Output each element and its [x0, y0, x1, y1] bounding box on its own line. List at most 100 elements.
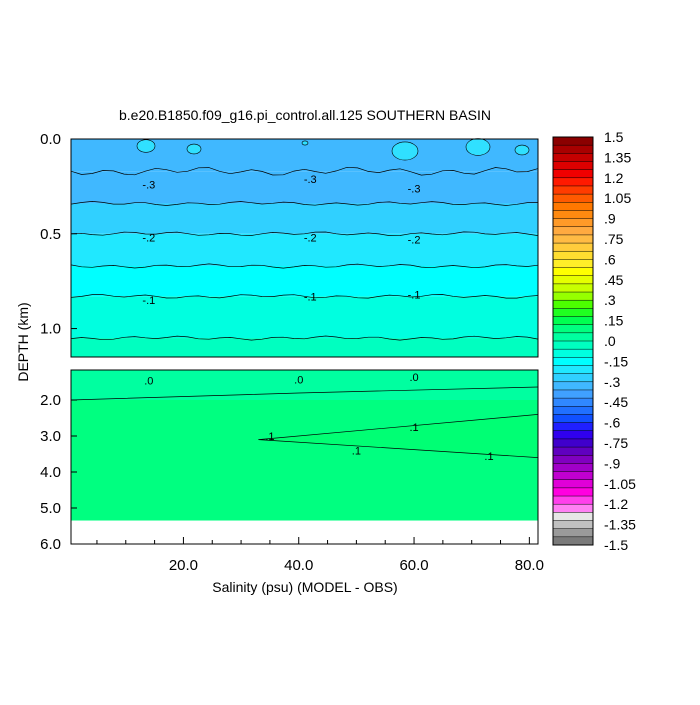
upper-band-5	[71, 296, 538, 339]
colorbar-label-12: -.3	[604, 374, 621, 390]
chart-title: b.e20.B1850.f09_g16.pi_control.all.125 S…	[119, 107, 491, 123]
colorbar-swatch-12	[553, 234, 593, 244]
colorbar-label-18: -1.2	[604, 496, 628, 512]
surface-eddy-1	[186, 143, 202, 155]
colorbar-swatch-24	[553, 332, 593, 342]
upper-contour-label-6: -.1	[142, 295, 155, 307]
colorbar-swatch-17	[553, 275, 593, 285]
upper-contour-label-0: -.3	[142, 179, 155, 191]
upper-contour-label-5: -.2	[408, 234, 421, 246]
upper-band-4	[71, 266, 538, 297]
colorbar-label-3: 1.05	[604, 190, 631, 206]
upper-contour-3	[70, 263, 539, 269]
colorbar-label-15: -.75	[604, 435, 628, 451]
colorbar-swatch-2	[553, 153, 593, 162]
colorbar-swatch-13	[553, 243, 593, 252]
colorbar-swatch-39	[553, 455, 593, 464]
colorbar-label-13: -.45	[604, 394, 628, 410]
upper-panel: -.3 -.3 -.3 -.2 -.2 -.2 -.1 -.1 -.1 0.0 0.5 1.0	[40, 131, 539, 358]
colorbar-swatch-35	[553, 422, 593, 432]
colorbar-label-10: .0	[604, 333, 616, 349]
colorbar-swatch-19	[553, 292, 593, 301]
upper-contour-label-2: -.3	[408, 183, 421, 195]
colorbar-swatch-46	[553, 512, 593, 521]
colorbar-swatch-28	[553, 365, 593, 374]
x-tick-label-1: 40.0	[284, 557, 313, 574]
colorbar-label-16: -.9	[604, 455, 621, 471]
lower-y-tick-label-1: 3.0	[40, 428, 61, 445]
colorbar-swatch-49	[553, 536, 593, 546]
upper-band-3	[71, 233, 538, 267]
colorbar-swatch-27	[553, 357, 593, 366]
colorbar-swatch-8	[553, 202, 593, 211]
colorbar-swatch-48	[553, 528, 593, 538]
colorbar-label-2: 1.2	[604, 170, 624, 186]
lower-contour-label-1: .0	[294, 375, 303, 387]
upper-y-tick-label-2: 1.0	[40, 321, 61, 338]
lower-contour-label-3: .1	[265, 431, 274, 443]
colorbar-swatch-5	[553, 177, 593, 187]
surface-eddy-0	[136, 139, 156, 153]
lower-y-tick-label-2: 4.0	[40, 464, 61, 481]
colorbar-swatch-30	[553, 381, 593, 391]
no-data-region	[71, 520, 538, 544]
colorbar-swatch-18	[553, 283, 593, 293]
colorbar-swatch-0	[553, 137, 593, 146]
upper-contour-label-3: -.2	[142, 233, 155, 245]
colorbar-label-9: .15	[604, 313, 624, 329]
colorbar-swatch-11	[553, 226, 593, 236]
upper-contour-1	[70, 201, 538, 206]
upper-contour-label-8: -.1	[408, 289, 421, 301]
colorbar-swatch-38	[553, 447, 593, 456]
zero-contour	[70, 386, 539, 401]
colorbar-swatch-41	[553, 471, 593, 481]
colorbar-swatch-36	[553, 430, 593, 440]
colorbar-label-11: -.15	[604, 353, 628, 369]
colorbar-label-6: .6	[604, 251, 616, 267]
upper-y-tick-label-0: 0.0	[40, 131, 61, 148]
surface-eddy-2	[301, 140, 309, 146]
colorbar-label-1: 1.35	[604, 149, 631, 165]
colorbar-label-14: -.6	[604, 415, 621, 431]
colorbar-label-5: .75	[604, 231, 624, 247]
colorbar-swatch-10	[553, 218, 593, 228]
lower-panel-frame	[70, 369, 539, 545]
colorbar-swatch-26	[553, 349, 593, 358]
upper-band-2	[71, 203, 538, 234]
colorbar-label-20: -1.5	[604, 537, 628, 553]
colorbar-swatch-47	[553, 520, 593, 529]
colorbar-swatch-14	[553, 251, 593, 260]
colorbar-swatch-44	[553, 496, 593, 505]
colorbar-swatch-22	[553, 316, 593, 325]
upper-band-1	[71, 171, 538, 204]
lower-y-tick-label-0: 2.0	[40, 392, 61, 409]
upper-panel-frame	[70, 138, 539, 358]
x-tick-label-2: 60.0	[399, 557, 428, 574]
lower-contour-label-4: .1	[409, 422, 418, 434]
upper-band-6	[71, 338, 538, 357]
colorbar-swatch-3	[553, 161, 593, 170]
lower-contour-label-2: .0	[409, 372, 418, 384]
lower-y-tick-label-4: 6.0	[40, 536, 61, 553]
lower-contour-label-5: .1	[352, 445, 361, 457]
x-tick-label-0: 20.0	[169, 557, 198, 574]
lower-contour-label-0: .0	[144, 376, 153, 388]
surface-eddy-4	[465, 138, 491, 156]
y-axis-label: DEPTH (km)	[15, 302, 31, 381]
colorbar-swatch-29	[553, 373, 593, 383]
colorbar-label-0: 1.5	[604, 129, 624, 145]
colorbar-swatch-1	[553, 145, 593, 154]
upper-contour-5	[70, 335, 539, 341]
surface-eddy-5	[514, 144, 530, 156]
colorbar-swatch-9	[553, 210, 593, 219]
colorbar-swatch-40	[553, 463, 593, 472]
colorbar-swatch-25	[553, 341, 593, 350]
x-axis-label: Salinity (psu) (MODEL - OBS)	[212, 579, 397, 595]
upper-contour-label-7: -.1	[304, 291, 317, 303]
colorbar-label-19: -1.35	[604, 517, 636, 533]
colorbar-swatch-16	[553, 267, 593, 277]
colorbar-swatch-20	[553, 300, 593, 309]
colorbar-swatch-23	[553, 324, 593, 334]
